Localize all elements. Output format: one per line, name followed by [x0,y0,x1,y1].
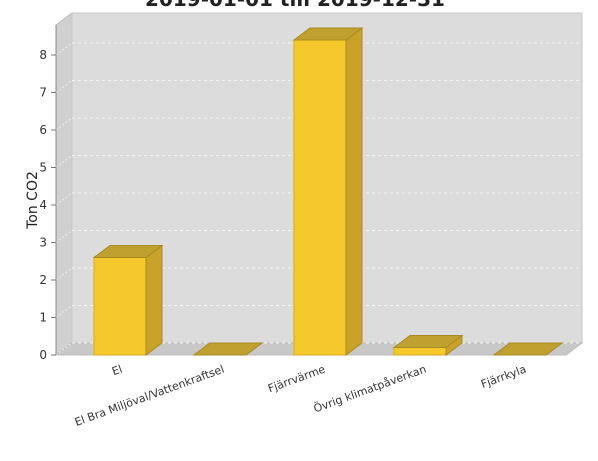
gridline-side-2 [55,267,73,281]
y-tick-label-0: 0 [39,348,47,362]
bar-side-0 [145,244,163,356]
bar-front-3 [393,347,447,356]
gridline-side-0 [55,342,73,356]
x-tick-label-4: Fjärrkyla [479,363,528,391]
y-tick-label-5: 5 [39,161,47,175]
x-tick-label-1: El Bra Miljöval/Vattenkraftsel [73,363,226,429]
gridline-side-1 [55,305,73,318]
bar-1 [192,342,264,356]
bar-4 [492,342,564,356]
gridline-side-4 [55,192,73,206]
bar-top-4 [492,342,564,356]
bar-top-2 [292,27,364,41]
chart-title: 2019-01-01 till 2019-12-31 [145,0,445,11]
gridline-side-6 [55,117,73,131]
bar-2 [292,27,364,356]
y-tick-label-2: 2 [39,273,47,287]
gridline-side-5 [55,155,73,168]
axes [51,25,57,356]
bar-0 [92,244,164,356]
bar-side-2 [345,27,363,356]
y-axis-title: Ton CO2 [25,171,41,230]
y-tick-label-3: 3 [39,236,47,250]
bar-top-1 [192,342,264,356]
x-tick-label-2: Fjärrvärme [266,363,327,396]
y-tick-label-7: 7 [39,86,47,100]
x-tick-label-0: El [110,363,124,379]
gridline-side-3 [55,230,73,243]
gridline-side-7 [55,80,73,93]
x-tick-label-3: Övrig klimatpåverkan [312,363,428,416]
gridline-side-8 [55,42,73,56]
bar-top-0 [92,245,164,258]
plot-left-wall [55,12,73,356]
y-tick-label-4: 4 [39,198,47,212]
bars [92,27,564,356]
bar-top-3 [392,335,464,348]
bar-3 [392,334,464,356]
y-tick-label-8: 8 [39,48,47,62]
bar-front-2 [293,39,347,356]
y-tick-label-6: 6 [39,123,47,137]
y-tick-label-1: 1 [39,311,47,325]
bar-front-0 [93,257,147,356]
